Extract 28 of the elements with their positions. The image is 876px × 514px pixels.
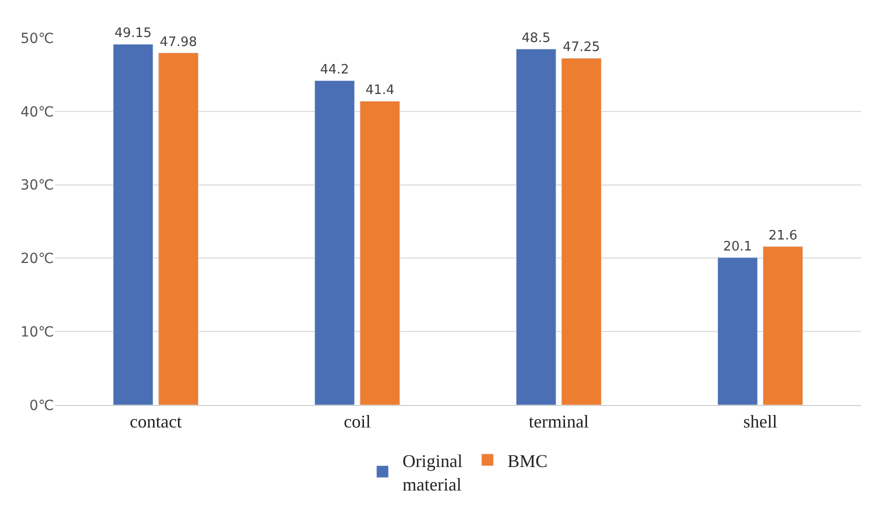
data-label: 41.4 [365,83,394,98]
y-tick-label: 10℃ [20,324,54,340]
data-label: 44.2 [320,62,350,78]
bar [561,58,602,405]
bar [717,257,758,405]
data-label: 49.15 [114,26,152,42]
data-label: 47.25 [562,40,600,56]
bar [158,52,199,405]
bar [112,44,154,405]
y-tick-label: 30℃ [20,178,54,194]
y-tick-label: 50℃ [20,30,54,47]
x-tick-label: contact [130,412,182,432]
data-label: 48.5 [522,31,551,46]
legend-label: BMC [508,450,548,471]
legend-label: Original material [402,450,462,494]
bar [314,80,355,405]
bar [516,48,556,405]
y-tick-label: 40℃ [20,104,54,120]
data-label: 20.1 [723,239,752,254]
y-tick-label: 20℃ [20,251,54,268]
y-tick-label: 0℃ [29,398,54,414]
x-tick-label: coil [344,412,371,432]
x-tick-label: shell [743,412,778,432]
x-tick-label: terminal [528,412,589,432]
bar [762,246,804,405]
data-label: 47.98 [160,34,198,50]
data-label: 21.6 [768,228,798,244]
bar [360,100,400,405]
